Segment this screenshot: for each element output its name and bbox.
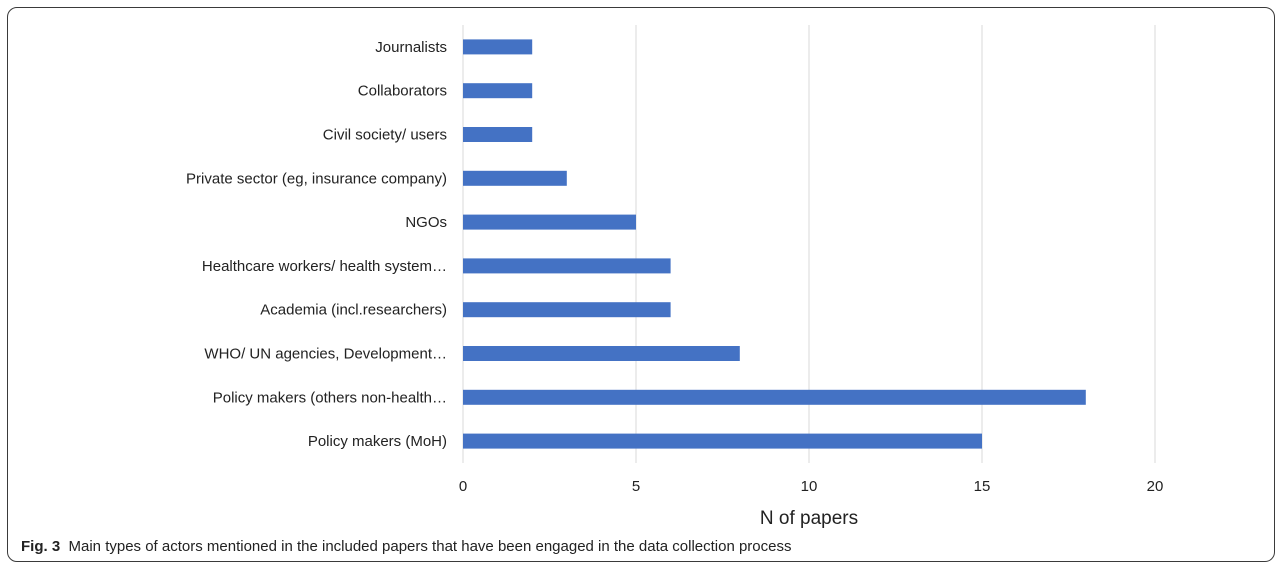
bar bbox=[463, 170, 567, 186]
x-tick-labels: 0 5 10 15 20 bbox=[459, 478, 1164, 495]
bar bbox=[463, 302, 671, 318]
category-label: Private sector (eg, insurance company) bbox=[186, 170, 447, 187]
figure-caption: Fig. 3 Main types of actors mentioned in… bbox=[21, 538, 792, 555]
bar bbox=[463, 39, 533, 55]
category-labels: Journalists Collaborators Civil society/ u… bbox=[186, 39, 447, 450]
x-tick-label: 0 bbox=[459, 478, 467, 495]
category-label: WHO/ UN agencies, Development… bbox=[204, 346, 447, 363]
category-label: Policy makers (MoH) bbox=[308, 433, 447, 450]
category-label: Civil society/ users bbox=[323, 127, 447, 144]
category-label: Collaborators bbox=[358, 83, 447, 100]
figure-frame bbox=[7, 7, 1275, 562]
bar bbox=[463, 127, 533, 142]
category-label: Healthcare workers/ health system… bbox=[202, 258, 447, 275]
caption-label: Fig. 3 bbox=[21, 538, 61, 555]
bar bbox=[463, 83, 533, 99]
category-label: Journalists bbox=[375, 39, 447, 56]
x-tick-label: 20 bbox=[1147, 478, 1164, 495]
bar bbox=[463, 258, 671, 274]
x-tick-label: 15 bbox=[974, 478, 991, 495]
x-tick-label: 5 bbox=[632, 478, 640, 495]
bars bbox=[463, 39, 1086, 449]
bar bbox=[463, 433, 982, 449]
x-tick-label: 10 bbox=[801, 478, 818, 495]
bar bbox=[463, 346, 740, 361]
caption-text: Main types of actors mentioned in the in… bbox=[68, 538, 792, 555]
category-label: Academia (incl.researchers) bbox=[260, 302, 447, 319]
bar bbox=[463, 389, 1086, 405]
x-axis-title: N of papers bbox=[760, 508, 858, 529]
category-label: Policy makers (others non-health… bbox=[213, 389, 447, 406]
bar bbox=[463, 214, 636, 230]
category-label: NGOs bbox=[405, 214, 447, 231]
